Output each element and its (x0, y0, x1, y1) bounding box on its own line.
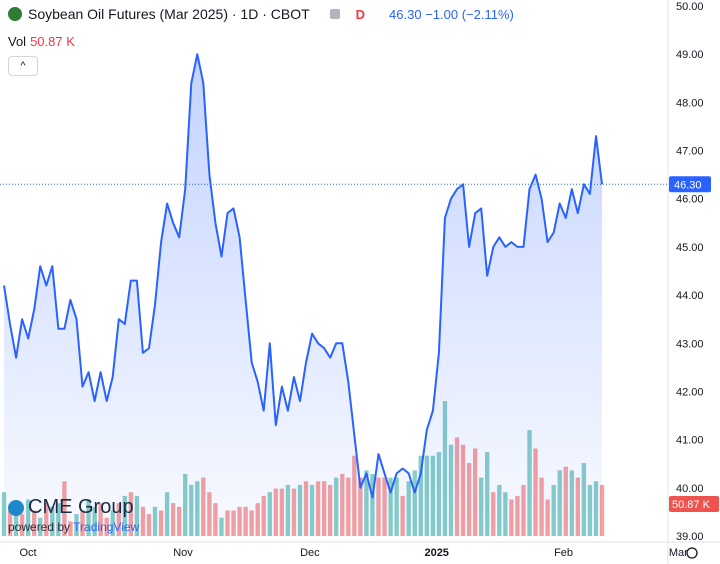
volume-label: Vol (8, 34, 27, 49)
price-tick-label: 43.00 (676, 338, 704, 350)
price-area (4, 54, 602, 536)
cme-globe-icon (8, 499, 24, 516)
price-tick-label: 50.00 (676, 1, 704, 13)
market-status-icon (329, 9, 340, 19)
volume-bar (1, 492, 7, 536)
price-tick-label: 44.00 (676, 290, 704, 302)
powered-by: powered by TradingView (8, 520, 139, 534)
time-tick-label: 2025 (424, 547, 448, 559)
price-tick-label: 47.00 (676, 146, 704, 158)
last-price-label: 46.30 (674, 179, 702, 191)
last-volume-label: 50.87 K (672, 499, 711, 511)
settings-gear-icon[interactable] (686, 547, 698, 559)
volume-legend: Vol 50.87 K (8, 34, 75, 49)
volume-value: 50.87 K (30, 34, 75, 49)
powered-by-label: powered by (8, 520, 71, 534)
price-tick-label: 39.00 (676, 531, 704, 543)
symbol-title[interactable]: Soybean Oil Futures (Mar 2025) · 1D · CB… (28, 6, 310, 22)
time-tick-label: Dec (300, 547, 320, 559)
price-tick-label: 40.00 (676, 483, 704, 495)
time-tick-label: Mar (669, 547, 688, 559)
chevron-up-icon: ^ (20, 60, 26, 72)
cme-logo: CME Group (8, 496, 134, 519)
price-tick-label: 49.00 (676, 49, 704, 61)
time-tick-label: Nov (173, 547, 193, 559)
price-tick-label: 48.00 (676, 97, 704, 109)
chart-header: Soybean Oil Futures (Mar 2025) · 1D · CB… (8, 6, 514, 22)
data-flag-badge: D (355, 6, 366, 22)
price-tick-label: 46.00 (676, 194, 704, 206)
price-tick-label: 41.00 (676, 435, 704, 447)
time-tick-label: Oct (19, 547, 36, 559)
time-tick-label: Feb (554, 547, 573, 559)
symbol-logo-icon (8, 7, 22, 21)
collapse-legend-button[interactable]: ^ (8, 56, 38, 76)
price-line (3, 53, 603, 499)
price-tick-label: 42.00 (676, 386, 704, 398)
cme-logo-text: CME Group (28, 496, 134, 518)
price-quote: 46.30 −1.00 (−2.11%) (389, 6, 514, 22)
last-volume-badge (669, 496, 719, 512)
price-tick-label: 45.00 (676, 242, 704, 254)
provider-link[interactable]: TradingView (73, 520, 140, 534)
last-price-badge (669, 176, 711, 193)
